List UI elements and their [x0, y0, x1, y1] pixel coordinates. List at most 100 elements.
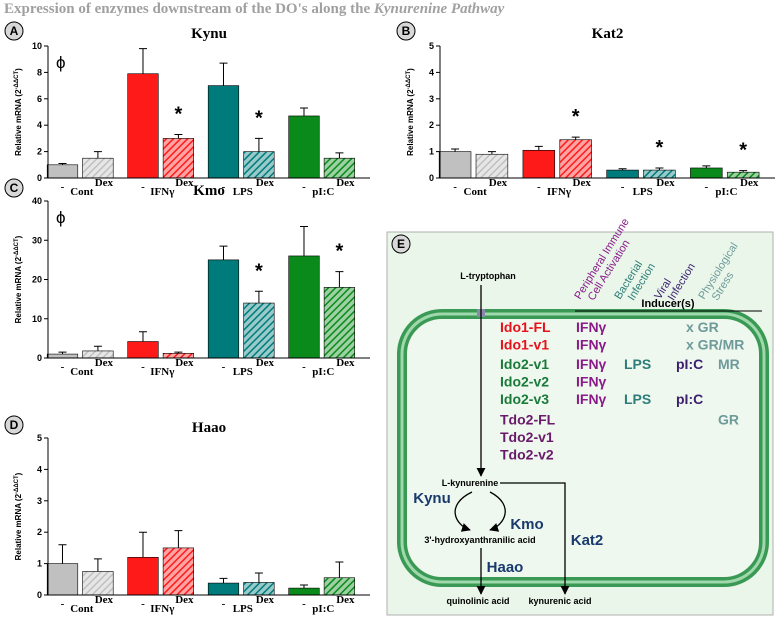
y-tick-label: 0: [429, 173, 434, 183]
panel-label: E: [397, 237, 405, 251]
group-label: Cont: [464, 186, 488, 198]
y-tick-label: 3: [429, 94, 434, 104]
group-label: pI:C: [312, 366, 334, 378]
inducer: GR: [718, 412, 739, 428]
panel-title: Haao: [192, 420, 226, 436]
y-label-text: Relative mRNA (2: [14, 89, 23, 156]
group-label: LPS: [233, 186, 253, 198]
gene-label: Ido2-v1: [500, 356, 549, 372]
x-tick-label: Dex: [489, 177, 508, 189]
error-bar: [299, 584, 308, 589]
inducer: IFNγ: [576, 356, 607, 372]
group-label: IFNγ: [547, 186, 571, 198]
panel-label-circle: [4, 415, 24, 435]
group-label: IFNγ: [150, 603, 174, 615]
bar: [475, 153, 509, 179]
x-tick-label: -: [141, 361, 145, 373]
y-axis-label: Relative mRNA (2-ΔΔCT): [14, 235, 23, 323]
x-tick-label: -: [141, 598, 145, 610]
error-bar: [93, 151, 102, 159]
significance: *: [572, 106, 580, 128]
y-label-sup: -ΔΔCT: [14, 238, 20, 257]
panel-title: Kmo: [193, 183, 225, 199]
x-tick-label: Dex: [175, 594, 194, 606]
bar: [559, 139, 592, 179]
y-tick-label: 1: [429, 147, 434, 157]
error-bar: [138, 48, 147, 74]
error-bar: [254, 572, 263, 583]
x-tick-label: Dex: [175, 177, 194, 189]
x-tick-label: Dex: [256, 594, 275, 606]
y-label-sup: -ΔΔCT: [14, 70, 20, 89]
x-tick-label: Dex: [740, 177, 759, 189]
group-label: pI:C: [715, 186, 737, 198]
bar: [323, 577, 356, 596]
error-bar: [93, 345, 102, 351]
y-label-end: ): [14, 68, 23, 71]
y-tick-label: 6: [37, 94, 42, 104]
inducer: x GR: [686, 319, 719, 335]
panel-title: Kat2: [592, 26, 624, 42]
bar: [207, 85, 240, 179]
chem-label: kynurenic acid: [528, 596, 591, 606]
error-bar: [534, 145, 543, 151]
phi-label: ϕ: [56, 208, 66, 227]
panel-label-circle: [391, 234, 411, 254]
y-tick-label: 4: [37, 120, 42, 130]
panel-label-circle: [396, 21, 416, 41]
inducer: IFNγ: [576, 337, 607, 353]
gene-label: Ido1-FL: [500, 319, 551, 335]
panel-label-circle: [4, 178, 24, 198]
error-bar: [174, 530, 183, 548]
x-tick-label: -: [704, 181, 708, 193]
bar: [82, 157, 114, 179]
x-tick-label: Dex: [95, 594, 114, 606]
y-axis-label: Relative mRNA (2-ΔΔCT): [14, 472, 23, 560]
axes: [47, 201, 370, 359]
bar: [288, 115, 320, 179]
bar: [207, 259, 240, 359]
panel-label: D: [10, 418, 19, 432]
group-label: IFNγ: [150, 366, 174, 378]
cell-membrane-inner: [400, 312, 766, 584]
gene-label: Ido2-v3: [500, 391, 549, 407]
x-tick-label: -: [222, 598, 226, 610]
y-tick-label: 10: [32, 314, 42, 324]
bar: [243, 151, 275, 179]
bar: [323, 287, 356, 359]
bar: [606, 169, 639, 179]
y-tick-label: 0: [37, 173, 42, 183]
gene-label: Tdo2-v2: [500, 447, 554, 463]
error-bar: [174, 351, 183, 354]
axes: [47, 438, 370, 596]
y-tick-label: 5: [37, 433, 42, 443]
axes: [47, 46, 370, 179]
y-tick-label: 8: [37, 67, 42, 77]
y-label-sup: -ΔΔCT: [14, 475, 20, 494]
bar: [127, 73, 159, 179]
x-tick-label: -: [61, 181, 65, 193]
error-bar: [335, 271, 344, 288]
error-bar: [58, 351, 67, 355]
y-label-end: ): [14, 472, 23, 475]
group-label: LPS: [233, 366, 253, 378]
x-tick-label: -: [222, 361, 226, 373]
error-bar: [174, 133, 183, 139]
y-tick-label: 1: [37, 559, 42, 569]
x-tick-label: Dex: [95, 357, 114, 369]
enzyme-label: Kmo: [510, 516, 543, 533]
gene-label: Ido1-v1: [500, 337, 549, 353]
y-tick-label: 2: [37, 147, 42, 157]
significance: *: [336, 241, 344, 263]
enzyme-label: Kat2: [571, 532, 604, 549]
y-tick-label: 2: [429, 120, 434, 130]
group-label: Cont: [70, 366, 94, 378]
significance: *: [739, 140, 747, 162]
inducer: pI:C: [676, 356, 703, 372]
arrow: [500, 482, 570, 595]
phi-label: ϕ: [56, 53, 66, 72]
inducer-header: Inducer(s): [641, 298, 695, 310]
panel-label: A: [10, 24, 19, 38]
bar: [46, 563, 79, 596]
x-tick-label: Dex: [175, 357, 194, 369]
